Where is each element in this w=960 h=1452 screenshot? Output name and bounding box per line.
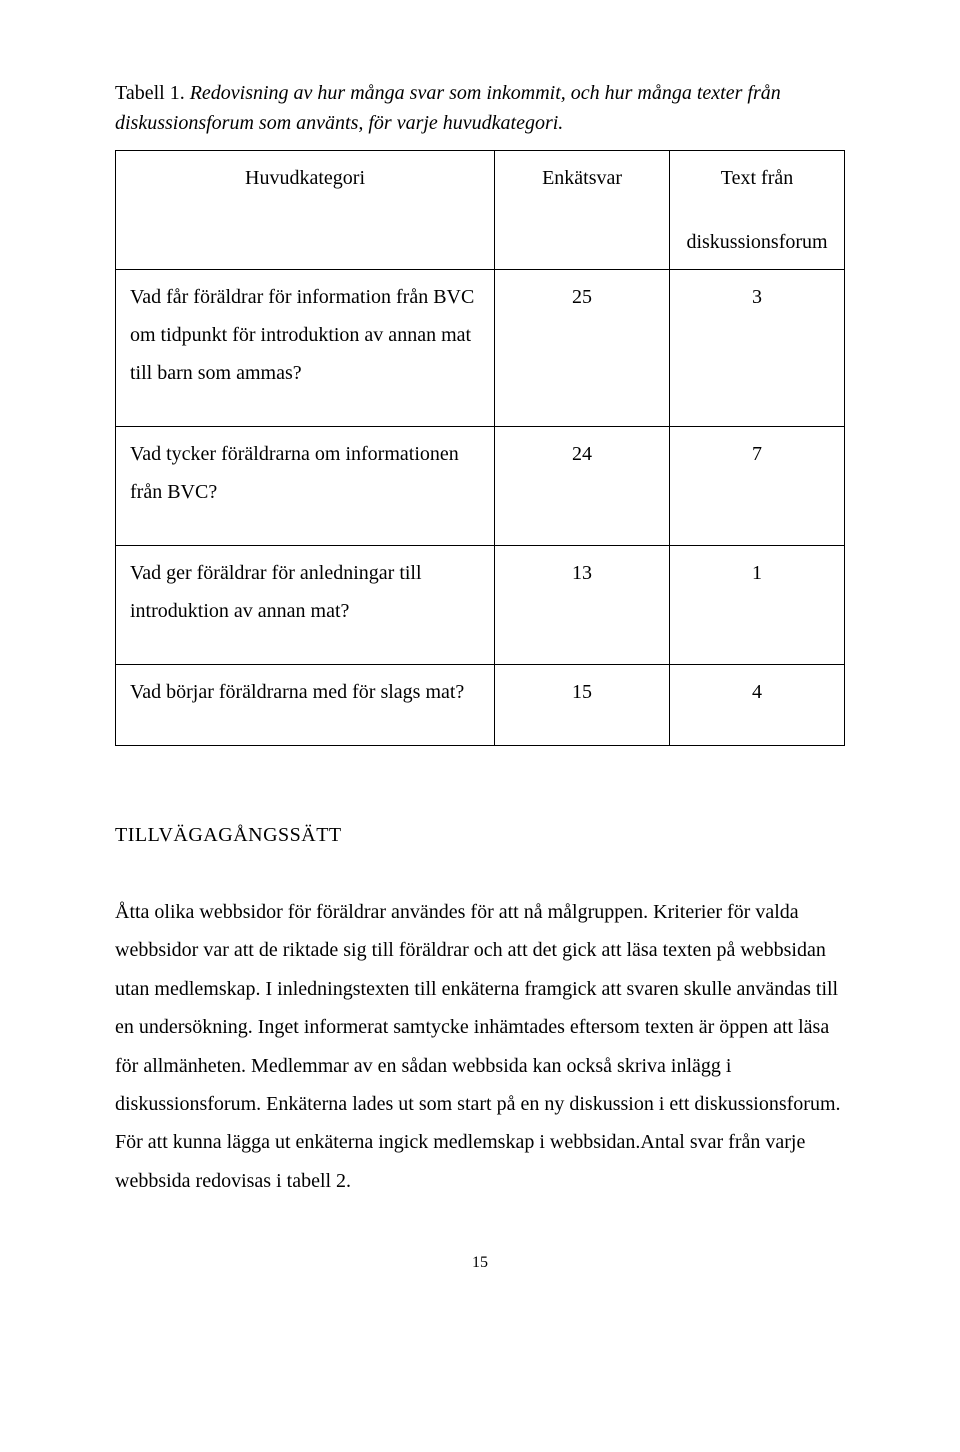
table-row: Vad tycker föräldrarna om informationen … — [116, 427, 845, 546]
table-row: Vad får föräldrar för information från B… — [116, 270, 845, 427]
cell-value: 24 — [495, 427, 670, 546]
table-header-row: Huvudkategori Enkätsvar Text från diskus… — [116, 151, 845, 270]
cell-value: 7 — [670, 427, 845, 546]
cell-value: 4 — [670, 665, 845, 746]
cell-value: 3 — [670, 270, 845, 427]
body-paragraph: Åtta olika webbsidor för föräldrar använ… — [115, 893, 845, 1200]
cell-value: 15 — [495, 665, 670, 746]
caption-text: Redovisning av hur många svar som inkomm… — [115, 82, 781, 134]
cell-label: Vad ger föräldrar för anledningar till i… — [116, 546, 495, 665]
page-number: 15 — [115, 1254, 845, 1272]
col-header-textfran: Text från diskussionsforum — [670, 151, 845, 270]
caption-lead: Tabell 1. — [115, 82, 185, 104]
section-heading: TILLVÄGAGÅNGSSÄTT — [115, 824, 845, 847]
col-header-enkatsvar: Enkätsvar — [495, 151, 670, 270]
cell-label: Vad får föräldrar för information från B… — [116, 270, 495, 427]
cell-value: 1 — [670, 546, 845, 665]
table-caption: Tabell 1. Redovisning av hur många svar … — [115, 78, 845, 138]
cell-value: 25 — [495, 270, 670, 427]
col-header-huvudkategori: Huvudkategori — [116, 151, 495, 270]
cell-label: Vad börjar föräldrarna med för slags mat… — [116, 665, 495, 746]
data-table: Huvudkategori Enkätsvar Text från diskus… — [115, 150, 845, 746]
table-row: Vad ger föräldrar för anledningar till i… — [116, 546, 845, 665]
table-row: Vad börjar föräldrarna med för slags mat… — [116, 665, 845, 746]
section-heading-text: TILLVÄGAGÅNGSSÄTT — [115, 824, 342, 846]
page-container: Tabell 1. Redovisning av hur många svar … — [0, 0, 960, 1312]
cell-value: 13 — [495, 546, 670, 665]
cell-label: Vad tycker föräldrarna om informationen … — [116, 427, 495, 546]
